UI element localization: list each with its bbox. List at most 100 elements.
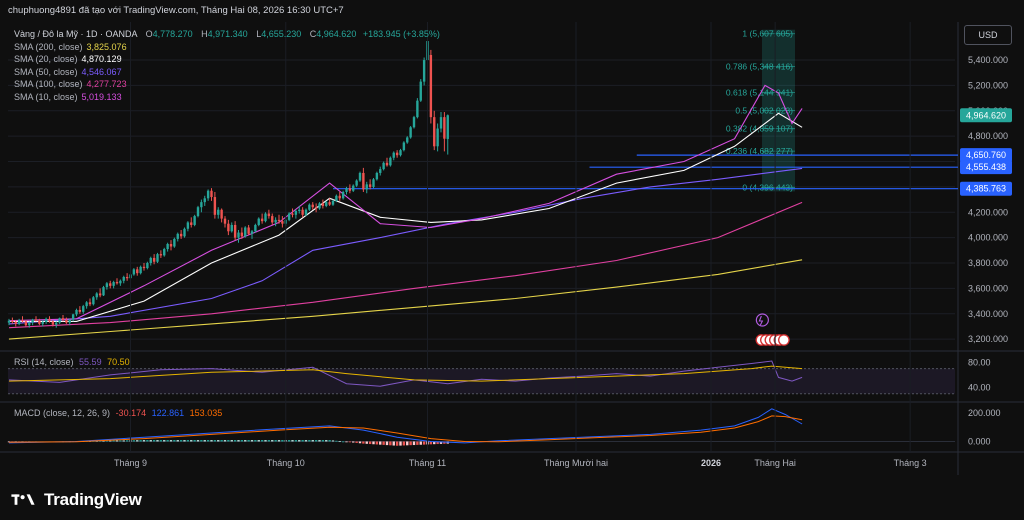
candle-body [34,319,38,321]
y-tick-label: 3,600.000 [968,283,1008,293]
candle-body [372,179,375,187]
candle-body [436,128,439,147]
candle-body [125,276,129,279]
candle [34,316,38,322]
macd-histogram-bar [210,440,213,442]
candle [203,195,206,206]
tradingview-branding[interactable]: TradingView [10,490,142,510]
candle [44,317,48,324]
candle [61,315,65,322]
macd-histogram-bar [277,440,281,442]
candle [233,221,237,241]
sma-label: SMA (200, close) [14,41,83,52]
macd-histogram-bar [308,440,311,442]
candle [382,161,385,171]
candle [355,179,358,187]
symbol-name: Vàng / Đô la Mỹ · 1D · OANDA [14,29,138,39]
sma-100-line [8,201,803,329]
sma-legend-row[interactable]: SMA (100, close) 4,277.723 [14,78,440,91]
candle [179,230,183,239]
price-tag-box [960,148,1012,163]
macd-histogram-bar [213,440,217,442]
candle [352,184,355,192]
macd-histogram-bar [166,440,169,442]
x-tick-label: Tháng 9 [114,458,147,468]
macd-histogram-bar [395,441,399,446]
candle [311,202,314,210]
y-tick-label: 4,200.000 [968,207,1008,217]
macd-histogram-bar [335,440,338,442]
candle-body [213,197,217,215]
candle-body [419,81,422,101]
candle [68,318,71,326]
candle [348,184,352,194]
x-tick-label: 2026 [701,458,721,468]
candle-body [176,233,179,239]
sma-10-line [8,84,803,322]
candle-body [142,266,146,269]
rsi-y-tick: 40.00 [968,382,991,392]
currency-button[interactable]: USD [964,25,1012,45]
candle-body [196,207,200,217]
candle [190,217,193,228]
sma-legend-row[interactable]: SMA (20, close) 4,870.129 [14,53,440,66]
candle-body [159,254,163,256]
candle-body [291,213,294,215]
sma-legend-row[interactable]: SMA (50, close) 4,546.067 [14,66,440,79]
candle [88,298,92,307]
rsi-legend[interactable]: RSI (14, close) 55.59 70.50 [14,357,130,367]
price-tag-label: 4,964.620 [966,110,1006,120]
candle [379,166,382,176]
candle [24,320,28,327]
candle-body [190,222,193,225]
candle-body [136,269,139,274]
macd-histogram-bar [314,440,318,442]
macd-histogram-bar [406,441,409,446]
macd-histogram-bar [355,441,358,443]
price-tag: 4,650.760 [960,148,1012,163]
rsi-label: RSI (14, close) [14,357,74,367]
price-tag-box [960,108,1012,123]
sma-legend-row[interactable]: SMA (200, close) 3,825.076 [14,41,440,54]
candle [294,209,298,219]
macd-histogram-bar [331,440,335,442]
candle-body [183,228,186,237]
macd-histogram-bar [375,441,379,445]
macd-histogram-bar [217,440,220,442]
candle-body [44,318,48,322]
candle [200,199,203,213]
candle [328,198,331,206]
macd-histogram-bar [139,440,142,442]
candle-body [257,218,260,225]
sma-legend-row[interactable]: SMA (10, close) 5,019.133 [14,91,440,104]
candle [314,203,318,213]
candle [7,318,11,326]
macd-histogram-bar [257,440,260,442]
sma-label: SMA (50, close) [14,66,78,77]
price-tag-label: 4,650.760 [966,150,1006,160]
candle-body [446,115,449,139]
rsi-value: 55.59 [79,357,102,367]
macd-histogram-bar [186,440,190,442]
macd-legend[interactable]: MACD (close, 12, 26, 9) -30.174 122.861 … [14,408,222,418]
candle-body [115,282,119,284]
candle-body [105,283,109,288]
candle [412,115,416,129]
candle [31,318,34,326]
candle [51,320,55,327]
candle [237,230,240,243]
us-flag-event-icon [778,334,790,346]
candle [139,265,142,275]
sma-label: SMA (20, close) [14,54,78,64]
candle [98,288,102,298]
candle-body [395,152,399,156]
macd-histogram-bar [318,440,321,442]
symbol-row[interactable]: Vàng / Đô la Mỹ · 1D · OANDA O4,778.270 … [14,28,440,41]
candle-body [78,309,82,312]
macd-histogram-bar [190,440,193,442]
candle-body [109,283,112,286]
candle-body [379,169,382,173]
macd-histogram-bar [176,440,179,442]
sma-50-line [8,167,803,325]
